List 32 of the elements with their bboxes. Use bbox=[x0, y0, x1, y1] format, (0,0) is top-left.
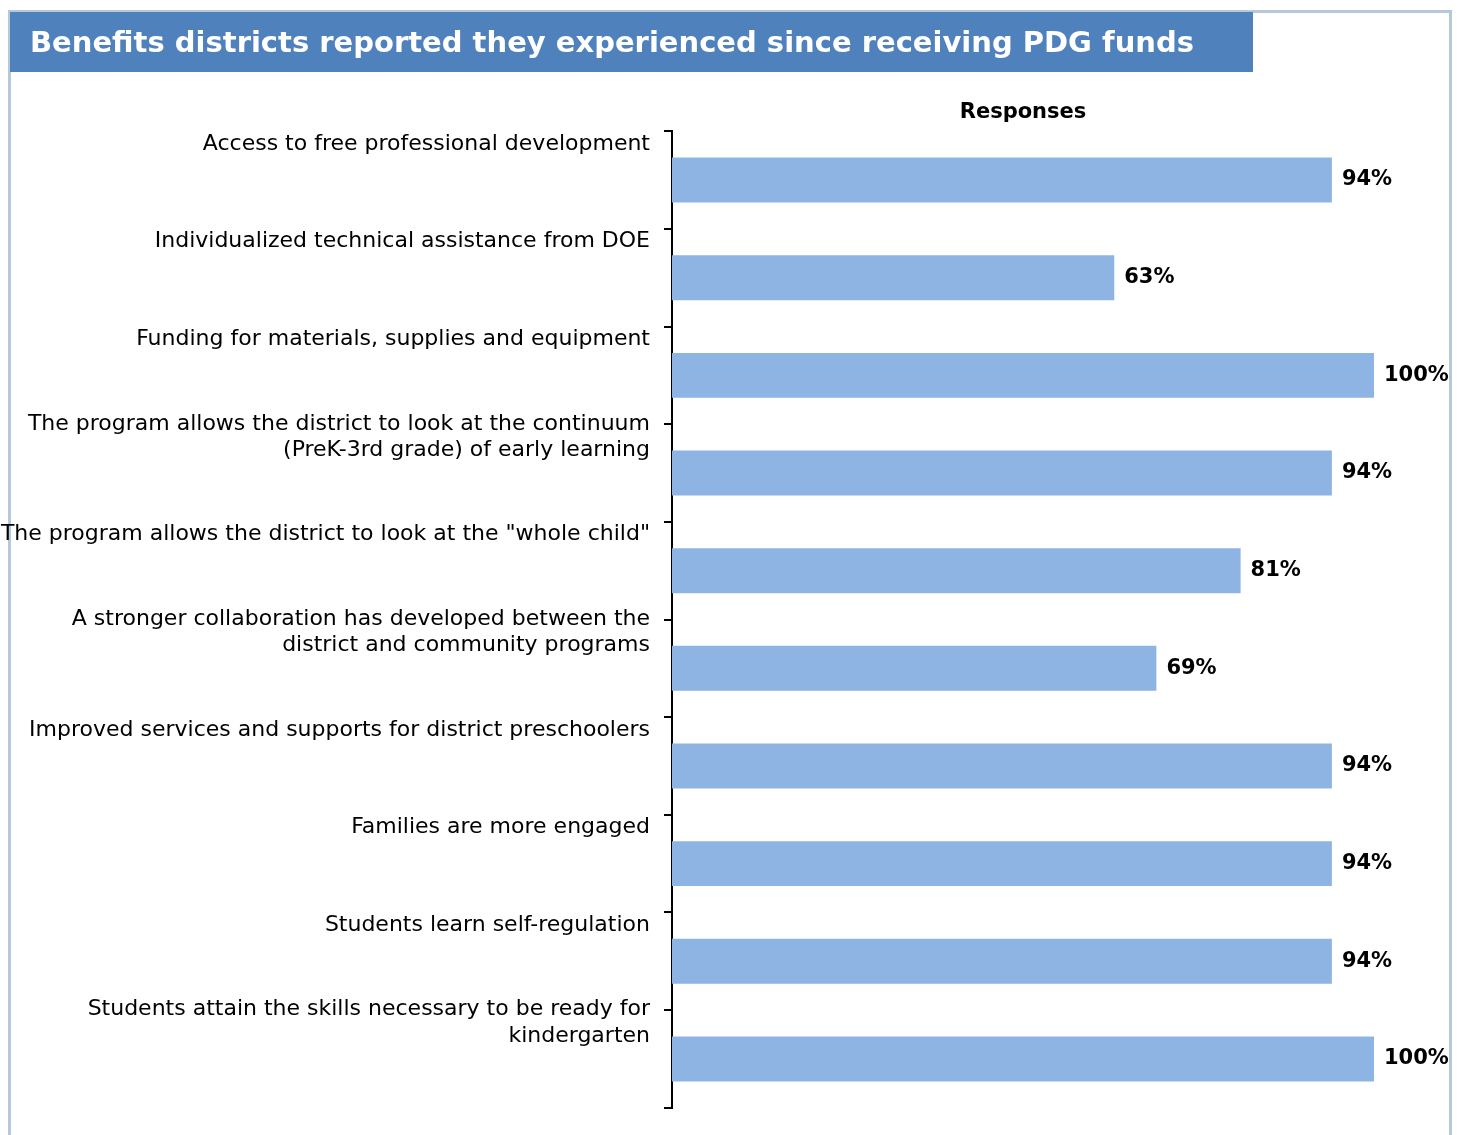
bar bbox=[672, 841, 1332, 887]
data-label: 69% bbox=[1166, 654, 1217, 679]
y-tick-label: Students learn self-regulation bbox=[324, 911, 650, 937]
data-label: 100% bbox=[1384, 361, 1449, 386]
x-axis-title: Responses bbox=[959, 99, 1087, 124]
data-label: 94% bbox=[1341, 850, 1393, 875]
data-label: 100% bbox=[1384, 1045, 1449, 1070]
data-label: 63% bbox=[1124, 264, 1175, 289]
y-tick-label: The program allows the district to look at the continuum (PreK-3rd grade) of early learning bbox=[26, 409, 650, 461]
bar bbox=[672, 450, 1332, 496]
data-label: 94% bbox=[1341, 166, 1393, 191]
y-tick-label: Funding for materials, supplies and equipment bbox=[136, 325, 651, 351]
y-tick-label: Access to free professional development bbox=[202, 129, 651, 155]
y-tick-label: The program allows the district to look at the "whole child" bbox=[0, 520, 650, 546]
data-label: 94% bbox=[1341, 947, 1393, 972]
data-label: 94% bbox=[1341, 752, 1393, 777]
bar bbox=[672, 645, 1157, 691]
data-label: 94% bbox=[1341, 459, 1393, 484]
y-tick-label: Families are more engaged bbox=[351, 813, 650, 839]
bar bbox=[672, 938, 1332, 984]
bar bbox=[672, 548, 1241, 594]
y-tick-label: A stronger collaboration has developed between the district and community programs bbox=[71, 604, 650, 657]
bar bbox=[672, 743, 1332, 789]
bar bbox=[672, 157, 1332, 203]
bar bbox=[672, 352, 1374, 398]
y-tick-label: Improved services and supports for district preschoolers bbox=[29, 715, 650, 741]
bar bbox=[672, 255, 1115, 301]
y-tick-label: Students attain the skills necessary to be ready for kindergarten bbox=[87, 995, 651, 1047]
y-tick-label: Individualized technical assistance from DOE bbox=[154, 227, 650, 253]
bar bbox=[672, 1036, 1374, 1082]
data-label: 81% bbox=[1250, 557, 1301, 582]
chart-title: Benefits districts reported they experienced since receiving PDG funds bbox=[10, 12, 1253, 72]
